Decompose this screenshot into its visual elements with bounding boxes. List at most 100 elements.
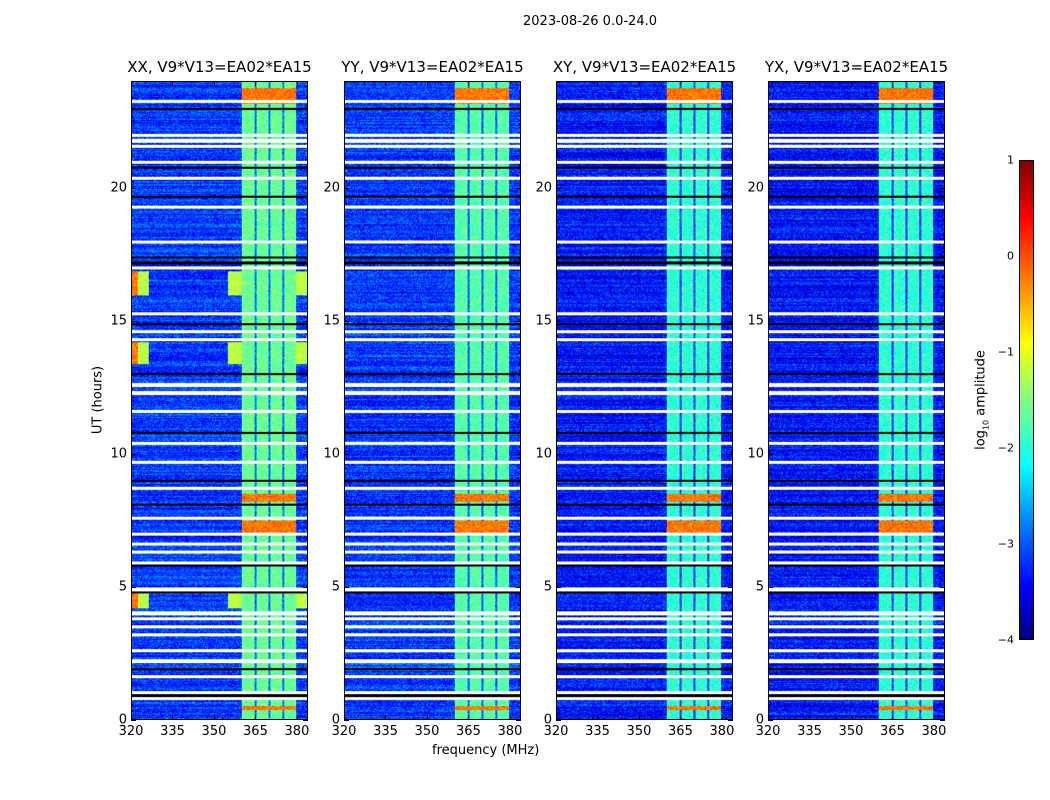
y-tick-mark: [728, 720, 733, 721]
y-tick-label: 15: [323, 313, 340, 329]
colorbar-tick-label: −3: [997, 537, 1014, 551]
y-tick-label: 10: [747, 446, 764, 462]
y-tick-mark: [728, 453, 733, 455]
x-tick-mark: [638, 715, 640, 720]
colorbar-label: log10 amplitude: [973, 350, 991, 450]
x-tick-mark: [131, 81, 132, 86]
x-tick-mark: [344, 81, 345, 86]
x-tick-label: 350: [414, 724, 440, 739]
x-tick-mark: [556, 715, 557, 720]
y-tick-mark: [940, 586, 945, 588]
y-tick-label: 5: [755, 579, 764, 595]
x-tick-label: 365: [668, 724, 693, 739]
x-tick-mark: [172, 715, 174, 720]
x-tick-mark: [255, 81, 257, 86]
heatmap-panel-2: [344, 81, 521, 720]
y-tick-mark: [940, 320, 945, 322]
x-tick-mark: [468, 715, 470, 720]
y-tick-mark: [556, 720, 561, 721]
y-tick-mark: [303, 320, 308, 322]
x-tick-mark: [213, 715, 215, 720]
heatmap-panel-3: [556, 81, 733, 720]
x-tick-mark: [768, 715, 769, 720]
x-tick-mark: [509, 81, 511, 86]
y-tick-label: 5: [543, 579, 552, 595]
x-tick-label: 380: [497, 724, 523, 739]
colorbar-tick-label: −2: [997, 441, 1014, 455]
x-tick-label: 320: [331, 724, 357, 739]
x-axis-label: frequency (MHz): [432, 743, 540, 758]
y-tick-mark: [344, 720, 349, 721]
y-tick-label: 0: [331, 712, 340, 728]
heatmap-canvas: [132, 82, 307, 719]
x-tick-mark: [809, 81, 811, 86]
colorbar-tick-label: 0: [1007, 249, 1014, 263]
colorbar: [1019, 160, 1034, 640]
y-tick-label: 20: [535, 180, 552, 195]
y-tick-label: 15: [110, 313, 127, 329]
y-tick-mark: [516, 453, 521, 455]
x-tick-label: 350: [838, 724, 864, 739]
y-tick-label: 0: [543, 712, 552, 728]
y-tick-mark: [303, 586, 308, 588]
x-tick-mark: [213, 81, 215, 86]
y-tick-mark: [768, 320, 773, 322]
x-tick-mark: [296, 81, 298, 86]
y-tick-label: 15: [535, 313, 552, 329]
x-tick-mark: [426, 81, 428, 86]
y-tick-mark: [940, 187, 945, 189]
x-tick-label: 380: [709, 724, 735, 739]
x-tick-mark: [131, 715, 132, 720]
y-tick-mark: [728, 187, 733, 189]
x-tick-label: 320: [118, 724, 144, 739]
x-tick-mark: [426, 715, 428, 720]
figure-title: 2023-08-26 0.0-24.0: [523, 14, 657, 29]
x-tick-label: 380: [921, 724, 947, 739]
panel-title: YX, V9*V13=EA02*EA15: [764, 58, 949, 76]
y-axis-label: UT (hours): [90, 365, 106, 435]
y-tick-mark: [131, 720, 136, 721]
x-tick-mark: [809, 715, 811, 720]
colorbar-tick-label: −1: [997, 345, 1014, 359]
y-tick-label: 10: [323, 446, 340, 462]
x-tick-mark: [597, 81, 599, 86]
y-tick-label: 20: [323, 180, 340, 195]
x-tick-mark: [680, 81, 682, 86]
heatmap-panel-1: [131, 81, 308, 720]
y-tick-mark: [768, 720, 773, 721]
x-tick-mark: [850, 81, 852, 86]
y-tick-label: 15: [747, 313, 764, 329]
y-tick-mark: [556, 320, 561, 322]
panel-title: YY, V9*V13=EA02*EA15: [341, 58, 524, 76]
x-tick-mark: [597, 715, 599, 720]
x-tick-mark: [933, 715, 935, 720]
x-tick-label: 350: [201, 724, 227, 739]
y-tick-label: 0: [755, 712, 764, 728]
x-tick-mark: [680, 715, 682, 720]
x-tick-mark: [892, 715, 894, 720]
x-tick-mark: [385, 715, 387, 720]
y-tick-mark: [344, 453, 349, 455]
y-tick-mark: [556, 586, 561, 588]
y-tick-mark: [344, 187, 349, 189]
x-tick-label: 380: [284, 724, 310, 739]
x-tick-label: 350: [626, 724, 652, 739]
y-tick-mark: [556, 453, 561, 455]
x-tick-mark: [296, 715, 298, 720]
y-tick-mark: [303, 720, 308, 721]
x-tick-mark: [385, 81, 387, 86]
y-tick-mark: [516, 720, 521, 721]
y-tick-mark: [728, 586, 733, 588]
x-tick-mark: [509, 715, 511, 720]
heatmap-canvas: [769, 82, 944, 719]
y-tick-mark: [131, 187, 136, 189]
y-tick-label: 5: [118, 579, 127, 595]
x-tick-label: 320: [543, 724, 569, 739]
colorbar-tick-label: −4: [997, 633, 1014, 647]
y-tick-mark: [131, 453, 136, 455]
x-tick-mark: [721, 81, 723, 86]
y-tick-mark: [728, 320, 733, 322]
x-tick-mark: [344, 715, 345, 720]
x-tick-mark: [255, 715, 257, 720]
